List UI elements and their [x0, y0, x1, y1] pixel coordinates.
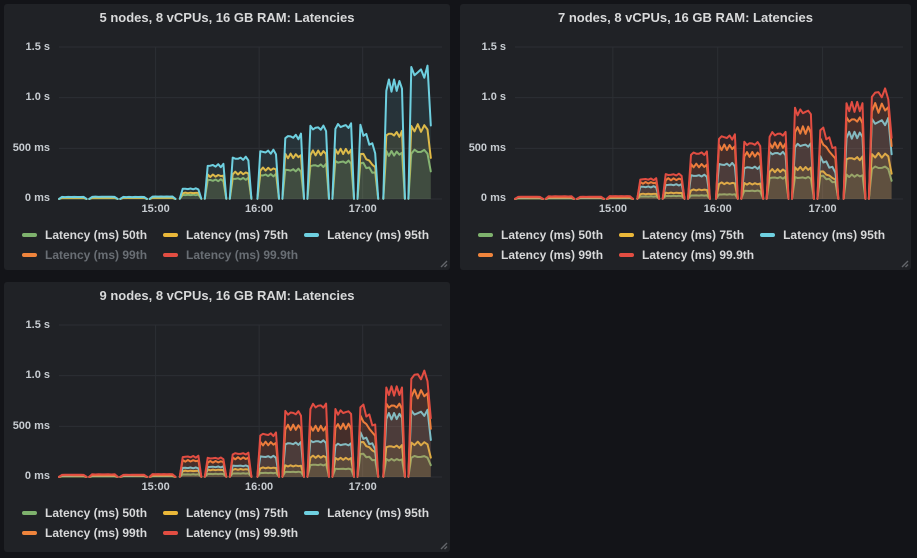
legend-item-75th[interactable]: Latency (ms) 75th: [163, 228, 288, 242]
legend-label: Latency (ms) 99th: [45, 526, 148, 540]
legend: Latency (ms) 50th Latency (ms) 75th Late…: [22, 225, 444, 265]
panel-title[interactable]: 7 nodes, 8 vCPUs, 16 GB RAM: Latencies: [557, 10, 814, 25]
y-axis: 1.5 s 1.0 s 500 ms 0 ms: [4, 4, 52, 270]
legend-label: Latency (ms) 50th: [501, 228, 604, 242]
y-axis-tick: 1.0 s: [481, 91, 506, 103]
panel-title[interactable]: 5 nodes, 8 vCPUs, 16 GB RAM: Latencies: [99, 10, 355, 25]
legend-label: Latency (ms) 95th: [327, 506, 430, 520]
legend-row: Latency (ms) 50th Latency (ms) 75th Late…: [478, 225, 905, 245]
series-color-swatch: [22, 531, 37, 535]
graph-plot-area[interactable]: [58, 324, 442, 478]
panel-latencies-7-nodes: 7 nodes, 8 vCPUs, 16 GB RAM: Latencies 1…: [460, 4, 911, 270]
y-axis-tick: 1.0 s: [25, 91, 50, 103]
series-color-swatch: [163, 233, 179, 237]
legend-label: Latency (ms) 99.9th: [642, 248, 755, 262]
series-color-swatch: [478, 253, 493, 257]
panel-resize-handle[interactable]: [438, 540, 448, 550]
legend-row: Latency (ms) 99th Latency (ms) 99.9th: [22, 523, 444, 543]
x-axis: 15:00 16:00 17:00: [59, 203, 442, 218]
legend: Latency (ms) 50th Latency (ms) 75th Late…: [478, 225, 905, 265]
panel-latencies-5-nodes: 5 nodes, 8 vCPUs, 16 GB RAM: Latencies 1…: [4, 4, 450, 270]
y-axis: 1.5 s 1.0 s 500 ms 0 ms: [460, 4, 508, 270]
series-color-swatch: [22, 253, 37, 257]
legend-item-99th[interactable]: Latency (ms) 99th: [22, 248, 147, 262]
legend-label: Latency (ms) 75th: [186, 228, 289, 242]
y-axis-tick: 0 ms: [480, 192, 506, 204]
x-axis: 15:00 16:00 17:00: [515, 203, 903, 218]
x-axis-tick: 15:00: [598, 203, 627, 215]
series-color-swatch: [619, 233, 635, 237]
graph-canvas: [58, 46, 442, 200]
legend-row: Latency (ms) 50th Latency (ms) 75th Late…: [22, 503, 444, 523]
panel-latencies-9-nodes: 9 nodes, 8 vCPUs, 16 GB RAM: Latencies 1…: [4, 282, 450, 552]
legend-label: Latency (ms) 75th: [642, 228, 745, 242]
legend-item-95th[interactable]: Latency (ms) 95th: [304, 228, 429, 242]
y-axis-tick: 1.0 s: [25, 369, 50, 381]
y-axis-tick: 1.5 s: [25, 319, 50, 331]
graph-plot-area[interactable]: [58, 46, 442, 200]
legend-label: Latency (ms) 50th: [45, 228, 148, 242]
legend-label: Latency (ms) 75th: [186, 506, 289, 520]
series-color-swatch: [163, 253, 179, 257]
x-axis: 15:00 16:00 17:00: [59, 481, 442, 496]
series-color-swatch: [304, 511, 320, 515]
x-axis-tick: 16:00: [245, 203, 274, 215]
y-axis-tick: 1.5 s: [25, 41, 50, 53]
legend-label: Latency (ms) 99.9th: [186, 526, 299, 540]
series-color-swatch: [163, 531, 179, 535]
legend: Latency (ms) 50th Latency (ms) 75th Late…: [22, 503, 444, 543]
series-color-swatch: [304, 233, 320, 237]
x-axis-tick: 17:00: [808, 203, 837, 215]
legend-label: Latency (ms) 95th: [327, 228, 430, 242]
series-color-swatch: [22, 233, 37, 237]
graph-canvas: [58, 324, 442, 478]
x-axis-tick: 17:00: [348, 481, 377, 493]
series-color-swatch: [760, 233, 776, 237]
legend-item-50th[interactable]: Latency (ms) 50th: [22, 228, 147, 242]
legend-item-99-9th[interactable]: Latency (ms) 99.9th: [163, 526, 298, 540]
series-color-swatch: [478, 233, 493, 237]
panel-resize-handle[interactable]: [438, 258, 448, 268]
legend-item-99th[interactable]: Latency (ms) 99th: [478, 248, 603, 262]
panel-title[interactable]: 9 nodes, 8 vCPUs, 16 GB RAM: Latencies: [99, 288, 355, 303]
x-axis-tick: 16:00: [703, 203, 732, 215]
series-color-swatch: [619, 253, 635, 257]
x-axis-tick: 15:00: [141, 203, 170, 215]
legend-item-95th[interactable]: Latency (ms) 95th: [304, 506, 429, 520]
series-color-swatch: [22, 511, 37, 515]
y-axis-tick: 500 ms: [12, 142, 50, 154]
legend-label: Latency (ms) 99th: [45, 248, 148, 262]
legend-item-50th[interactable]: Latency (ms) 50th: [478, 228, 603, 242]
legend-item-99-9th[interactable]: Latency (ms) 99.9th: [163, 248, 298, 262]
legend-item-99-9th[interactable]: Latency (ms) 99.9th: [619, 248, 754, 262]
legend-item-75th[interactable]: Latency (ms) 75th: [619, 228, 744, 242]
legend-label: Latency (ms) 99th: [501, 248, 604, 262]
legend-row: Latency (ms) 50th Latency (ms) 75th Late…: [22, 225, 444, 245]
x-axis-tick: 16:00: [245, 481, 274, 493]
graph-canvas: [514, 46, 903, 200]
legend-item-75th[interactable]: Latency (ms) 75th: [163, 506, 288, 520]
graph-plot-area[interactable]: [514, 46, 903, 200]
legend-row: Latency (ms) 99th Latency (ms) 99.9th: [22, 245, 444, 265]
y-axis-tick: 0 ms: [24, 192, 50, 204]
legend-item-95th[interactable]: Latency (ms) 95th: [760, 228, 885, 242]
legend-item-99th[interactable]: Latency (ms) 99th: [22, 526, 147, 540]
x-axis-tick: 17:00: [348, 203, 377, 215]
y-axis: 1.5 s 1.0 s 500 ms 0 ms: [4, 282, 52, 552]
series-color-swatch: [163, 511, 179, 515]
panel-resize-handle[interactable]: [899, 258, 909, 268]
y-axis-tick: 1.5 s: [481, 41, 506, 53]
x-axis-tick: 15:00: [141, 481, 170, 493]
y-axis-tick: 500 ms: [12, 420, 50, 432]
y-axis-tick: 0 ms: [24, 470, 50, 482]
legend-row: Latency (ms) 99th Latency (ms) 99.9th: [478, 245, 905, 265]
y-axis-tick: 500 ms: [468, 142, 506, 154]
legend-label: Latency (ms) 95th: [783, 228, 886, 242]
legend-label: Latency (ms) 99.9th: [186, 248, 299, 262]
legend-label: Latency (ms) 50th: [45, 506, 148, 520]
legend-item-50th[interactable]: Latency (ms) 50th: [22, 506, 147, 520]
